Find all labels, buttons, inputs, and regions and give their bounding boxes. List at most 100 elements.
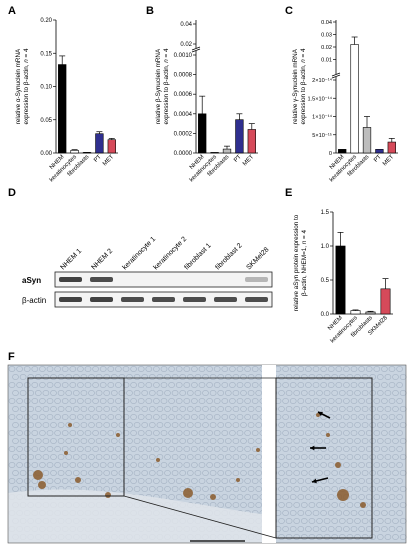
chart-b: 0.0000 0.0002 0.0004 0.0006 0.0008 0.0010 0.02… (155, 20, 258, 183)
dermis-region (8, 489, 268, 543)
x-category-label: PT (233, 154, 243, 164)
bar-keratinocytes (210, 152, 219, 154)
bar-pt (235, 119, 244, 154)
y-tick-label: 0.10 (40, 85, 52, 91)
axis-break-mark (331, 74, 341, 79)
zoom-panel (275, 377, 373, 539)
blot-row-label: aSyn (22, 276, 41, 285)
bar-fibroblasts (365, 311, 376, 315)
y-tick-label: 0.03 (321, 33, 332, 39)
bar-met (107, 139, 116, 154)
y-axis-label: relative β-Synuclein mRNA (155, 48, 162, 124)
blot-band (121, 297, 144, 302)
blot-band (152, 297, 175, 302)
gap (262, 365, 276, 543)
bar-nhem (338, 149, 347, 154)
bar-met (247, 129, 256, 154)
axis-break (192, 48, 200, 51)
bar-skmel28 (380, 288, 391, 315)
x-category-label: PT (93, 154, 103, 164)
stain-spot (337, 489, 349, 501)
blot-band (59, 297, 82, 302)
chart-e: 0.00.51.01.5NHEMkeratinocytesfibroblasts… (293, 210, 393, 344)
x-category-label: PT (373, 154, 383, 164)
y-tick-label: 0.02 (180, 42, 192, 48)
stain-spot (33, 470, 43, 480)
bar-keratinocytes (70, 150, 79, 154)
stain-spot (256, 448, 260, 452)
blot-band (183, 297, 206, 302)
y-tick-label: 0.20 (40, 18, 52, 24)
lane-label: fibroblast 2 (214, 242, 243, 271)
panel-letter-b: B (146, 5, 154, 17)
lane-label: SKMel28 (245, 246, 270, 271)
y-tick-label: 0.05 (40, 118, 52, 124)
x-category-label: MET (382, 154, 395, 167)
chart-a: 0.000.050.100.150.20NHEMkeratinocytesfib… (15, 18, 118, 183)
arrow-head (312, 478, 317, 484)
y-tick-label: 0.01 (321, 58, 332, 64)
axis-break-mark (191, 48, 201, 53)
stain-spot (335, 462, 341, 468)
bar-met (387, 141, 396, 154)
stain-spot (210, 494, 216, 500)
y-tick-label: 0.0010 (174, 53, 193, 59)
arrow-head (318, 411, 323, 417)
panel-letter-e: E (285, 187, 292, 199)
lane-label: fibroblast 1 (183, 242, 212, 271)
stain-spot (64, 451, 68, 455)
stain-spot (236, 478, 240, 482)
y-tick-label: 0.0 (321, 312, 330, 318)
x-category-label: MET (102, 154, 115, 167)
y-tick-label: 0.00 (40, 151, 52, 157)
stain-spot (326, 433, 330, 437)
bar-nhem (198, 113, 207, 154)
stain-spot (316, 413, 320, 417)
bar-pt (375, 149, 384, 154)
blot-band (90, 277, 113, 282)
bar-fibroblasts (222, 148, 232, 154)
y-tick-label: 0.0000 (174, 151, 193, 157)
panel-letter-d: D (8, 187, 16, 199)
y-tick-label: 0.0004 (174, 112, 193, 118)
y-tick-label: 0.02 (321, 45, 332, 51)
axis-break (332, 74, 340, 77)
axis-break-mark (331, 72, 341, 77)
stain-spot (360, 502, 366, 508)
bar-pt (95, 133, 104, 154)
y-axis-label: expression to β-actin, n = 4 (23, 48, 30, 124)
y-axis-label: relative α-Synuclein mRNA (15, 48, 22, 124)
y-axis-label: relative γ-Synuclein mRNA (292, 48, 299, 124)
y-axis-label: expression to β-actin, n = 4 (300, 48, 307, 124)
stain-spot (156, 458, 160, 462)
bar-fibroblasts (362, 127, 372, 154)
stain-spot (38, 481, 46, 489)
y-tick-label: 0 (329, 151, 332, 157)
y-tick-label: 1.5×10⁻¹⁴ (308, 95, 333, 102)
stain-spot (68, 423, 72, 427)
y-axis-label: relative aSyn protein expression to (293, 214, 300, 311)
y-tick-label: 0.0006 (174, 92, 193, 98)
y-tick-label: 0.04 (180, 22, 192, 28)
stain-spot (183, 488, 193, 498)
blot-band (90, 297, 113, 302)
bar-keratinocytes (350, 44, 359, 154)
zoom-connector (123, 495, 277, 539)
y-tick-label: 1×10⁻¹⁴ (312, 114, 332, 121)
blot-band (214, 297, 237, 302)
inset-region-box (27, 377, 125, 497)
y-tick-label: 0.04 (321, 20, 332, 26)
panel-letter-c: C (285, 5, 293, 17)
blot-strip (54, 271, 273, 288)
y-axis-label: β-actin, NHEM=1, n = 4 (301, 230, 308, 296)
chart-c: 0 5×10⁻¹⁵ 1×10⁻¹⁴ 1.5×10⁻¹⁴ 2×10⁻¹⁴ 0.01 0.02 0… (292, 20, 398, 183)
panel-letter-a: A (8, 5, 16, 17)
bar-keratinocytes (350, 310, 361, 315)
panel-letter-f: F (8, 351, 15, 363)
x-category-label: MET (242, 154, 255, 167)
blot-row-label: β-actin (22, 296, 46, 305)
y-tick-label: 0.0002 (174, 131, 193, 137)
y-tick-label: 1.0 (321, 244, 330, 250)
arrow-head (310, 445, 315, 451)
